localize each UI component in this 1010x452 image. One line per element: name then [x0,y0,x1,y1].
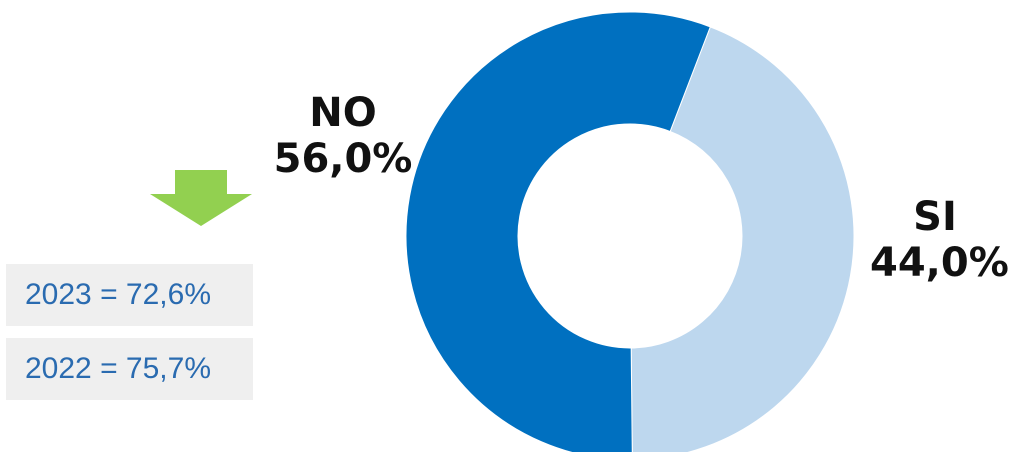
slice-label-no: NO 56,0% [268,90,418,182]
slice-value-no: 56,0% [273,136,413,182]
slice-value-si: 44,0% [870,240,1009,286]
slice-label-si: SI 44,0% [870,194,1009,286]
comparison-2022: 2022 = 75,7% [6,338,253,400]
donut-slice-si [630,26,855,452]
slice-name-no: NO [309,90,377,136]
down-arrow-icon [150,170,252,226]
donut-slice-no [405,11,711,452]
slice-name-si: SI [913,194,957,240]
comparison-2023: 2023 = 72,6% [6,264,253,326]
